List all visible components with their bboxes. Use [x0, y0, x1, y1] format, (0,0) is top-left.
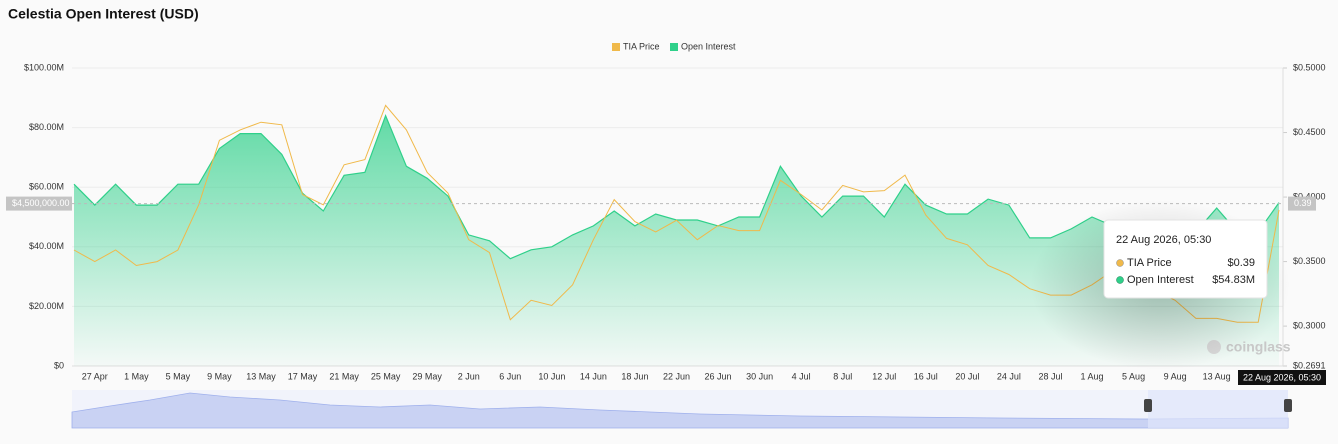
x-tick-label: 1 Aug [1081, 371, 1104, 381]
y-tick-label: $40.00M [29, 241, 64, 251]
x-tick-label: 16 Jul [914, 371, 938, 381]
y2-tick-label: $0.3000 [1293, 320, 1326, 330]
x-tick-label: 28 Jul [1038, 371, 1062, 381]
x-tick-label: 12 Jul [872, 371, 896, 381]
crosshair-y-label: $4,500,000.00 [12, 198, 70, 208]
x-tick-label: 4 Jul [792, 371, 811, 381]
crosshair-label-bg [1288, 196, 1316, 211]
x-tick-label: 13 May [246, 371, 276, 381]
x-tick-label: 9 May [207, 371, 232, 381]
x-tick-label: 2 Jun [458, 371, 480, 381]
x-tick-label: 29 May [412, 371, 442, 381]
navigator-handle[interactable] [1144, 399, 1152, 412]
x-tick-label: 13 Aug [1203, 371, 1231, 381]
y-tick-label: $80.00M [29, 122, 64, 132]
y-tick-label: $100.00M [24, 62, 64, 72]
legend-label: Open Interest [681, 41, 736, 51]
x-tick-label: 9 Aug [1164, 371, 1187, 381]
x-tick-label: 8 Jul [833, 371, 852, 381]
tooltip-name: Open Interest [1127, 274, 1194, 286]
x-tick-label: 17 May [288, 371, 318, 381]
y2-tick-label: $0.4000 [1293, 191, 1326, 201]
x-tick-label: 30 Jun [746, 371, 773, 381]
y-tick-label: $60.00M [29, 182, 64, 192]
y2-tick-label: $0.3500 [1293, 256, 1326, 266]
x-tick-label: 10 Jun [538, 371, 565, 381]
tooltip-dot [1116, 259, 1124, 267]
tooltip [1103, 219, 1268, 299]
legend-swatch [612, 43, 620, 51]
y2-tick-label: $0.4500 [1293, 127, 1326, 137]
y-tick-label: $0 [54, 360, 64, 370]
legend-swatch [670, 43, 678, 51]
chart-title: Celestia Open Interest (USD) [8, 6, 199, 22]
tooltip-value: $0.39 [1227, 257, 1255, 269]
x-tick-label: 26 Jun [705, 371, 732, 381]
tooltip-name: TIA Price [1127, 257, 1172, 269]
y2-tick-label: $0.2691 [1293, 360, 1326, 370]
x-tick-label: 22 Jun [663, 371, 690, 381]
crosshair-y2-label: 0.39 [1294, 198, 1312, 208]
tooltip-date: 22 Aug 2026, 05:30 [1116, 234, 1211, 246]
area-fill [74, 115, 1279, 366]
x-tick-label: 6 Jun [499, 371, 521, 381]
x-tick-label: 1 May [124, 371, 149, 381]
x-tick-label: 27 Apr [82, 371, 108, 381]
x-tick-label: 20 Jul [955, 371, 979, 381]
x-tick-label: 5 Aug [1122, 371, 1145, 381]
y2-tick-label: $0.5000 [1293, 62, 1326, 72]
x-tick-label: 25 May [371, 371, 401, 381]
navigator-window[interactable] [1148, 390, 1288, 428]
x-tick-label: 21 May [329, 371, 359, 381]
x-tick-label: 24 Jul [997, 371, 1021, 381]
legend-label: TIA Price [623, 41, 660, 51]
crosshair-label-bg [6, 196, 72, 211]
crosshair-x-bg [1238, 370, 1326, 385]
x-tick-label: 18 Jun [621, 371, 648, 381]
y-tick-label: $20.00M [29, 301, 64, 311]
tooltip-dot [1116, 276, 1124, 284]
tooltip-value: $54.83M [1212, 274, 1255, 286]
x-tick-label: 14 Jun [580, 371, 607, 381]
navigator-handle[interactable] [1284, 399, 1292, 412]
crosshair-x-label: 22 Aug 2026, 05:30 [1243, 372, 1321, 382]
x-tick-label: 5 May [166, 371, 191, 381]
